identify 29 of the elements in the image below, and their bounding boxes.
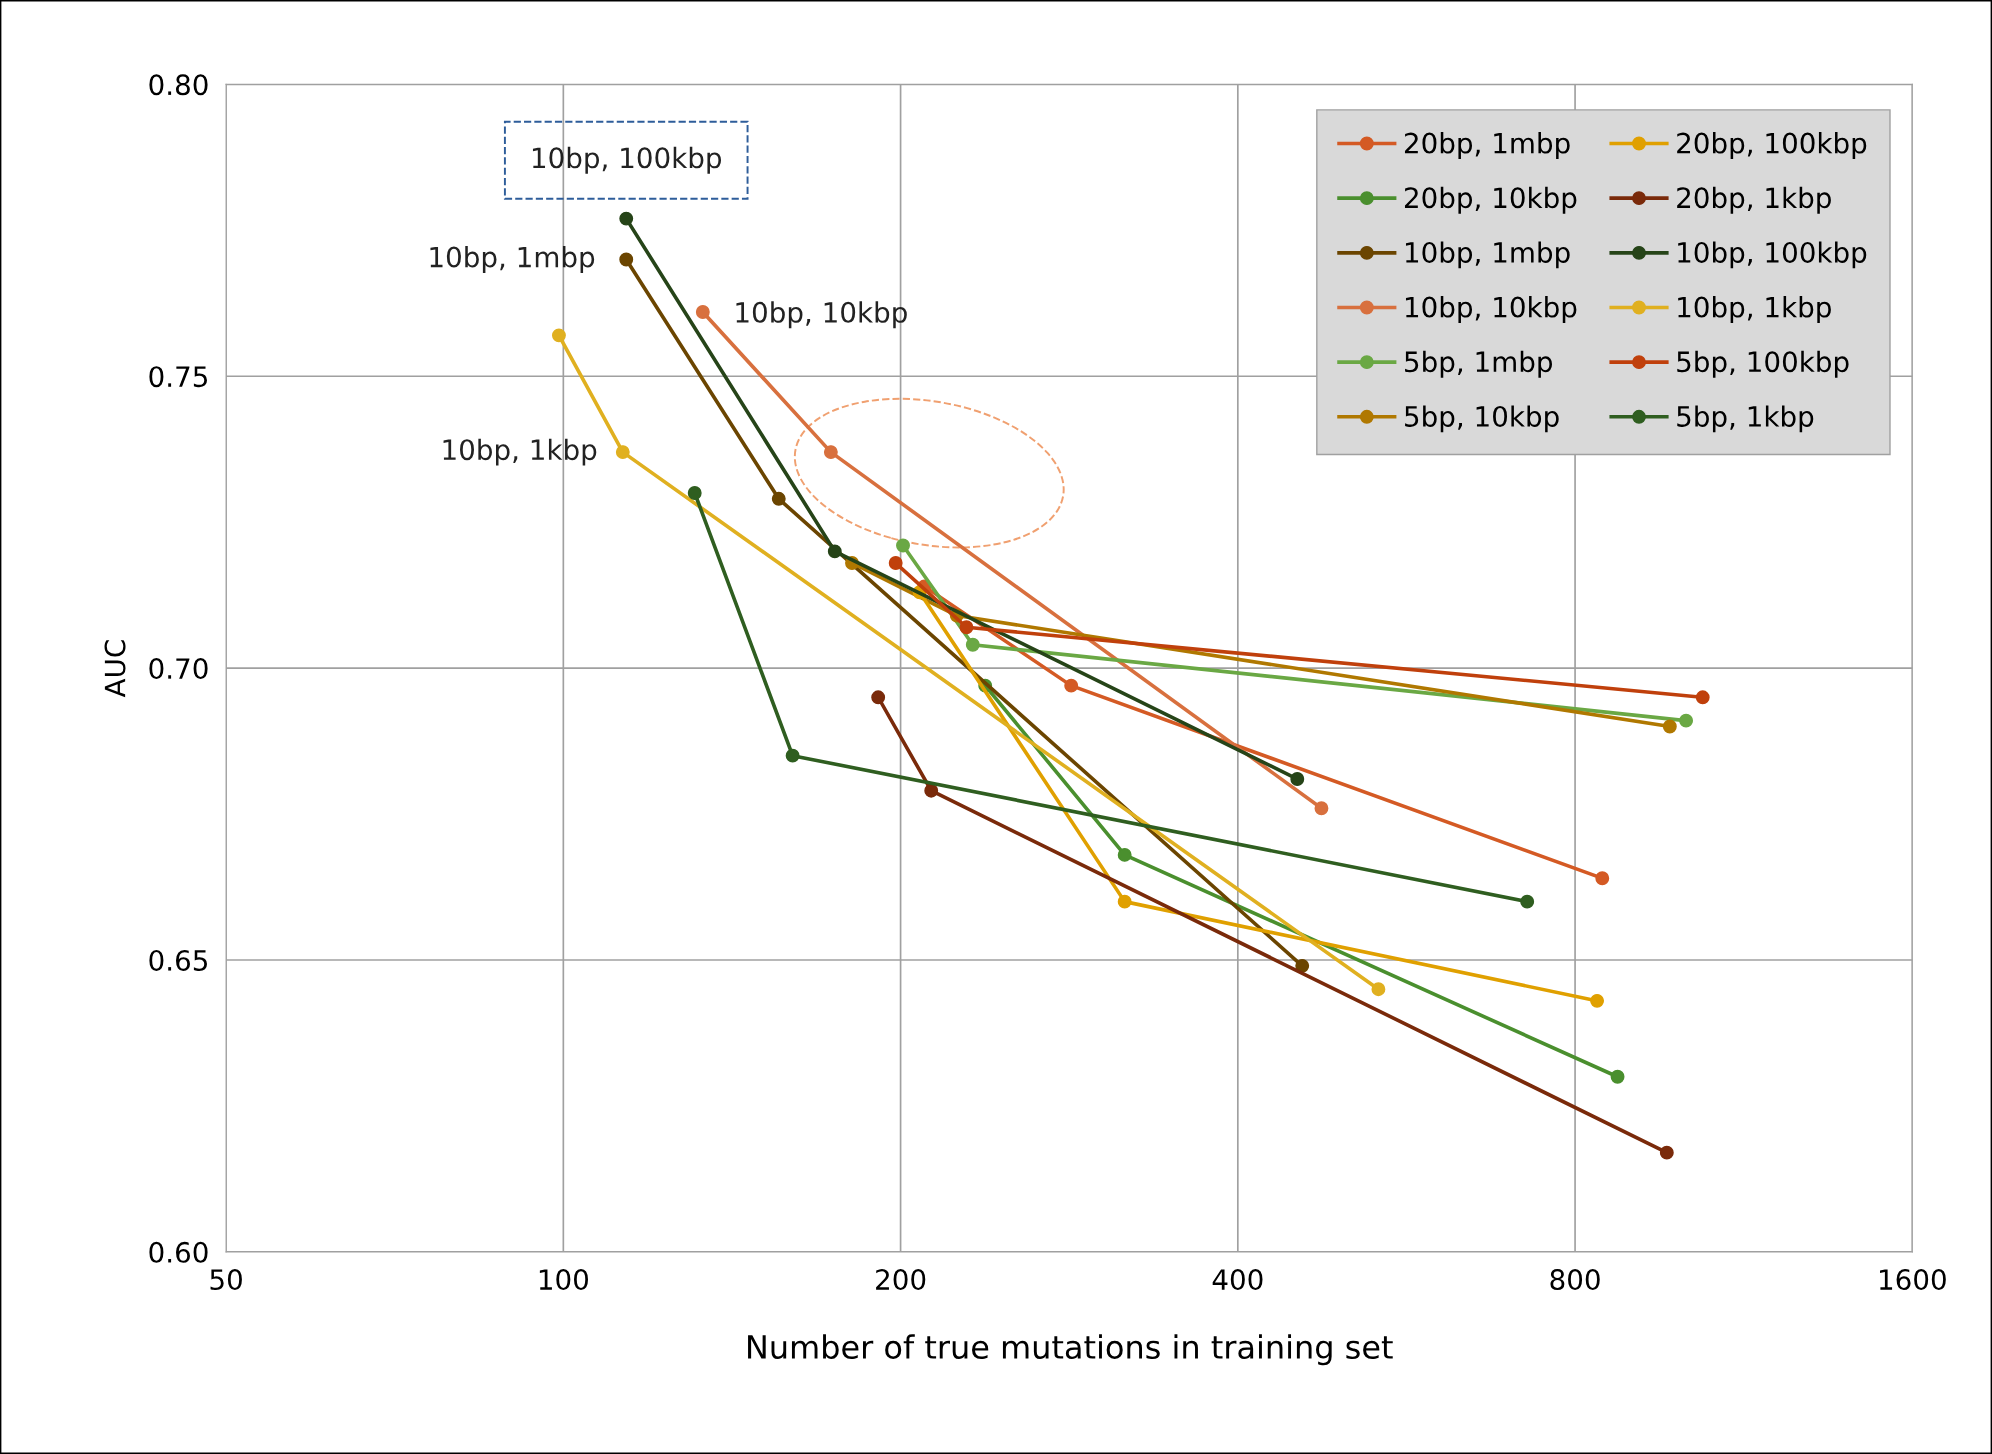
x-tick-label: 50 — [210, 1269, 242, 1291]
x-tick-label: 1600 — [1880, 1269, 1946, 1291]
legend-label: 20bp, 1kbp — [1677, 186, 1831, 214]
legend-label: 5bp, 100kbp — [1677, 350, 1849, 378]
legend-label: 10bp, 100kbp — [1678, 241, 1867, 269]
x-tick-label: 400 — [1212, 1269, 1263, 1291]
annotation: 10bp, 100kbp — [532, 146, 722, 174]
legend-label: 20bp, 10kbp — [1404, 186, 1577, 214]
y-tick-label: 0.70 — [149, 658, 208, 680]
legend-label: 5bp, 10kbp — [1405, 405, 1559, 433]
x-axis-title: Number of true mutations in training set — [748, 1334, 1393, 1366]
legend-label: 5bp, 1mbp — [1405, 350, 1553, 378]
x-tick-label: 800 — [1550, 1269, 1600, 1291]
x-tick-label: 100 — [539, 1269, 588, 1291]
annotation: 10bp, 1mbp — [430, 246, 595, 273]
y-tick-label: 0.60 — [149, 1241, 208, 1263]
legend-label: 20bp, 1mbp — [1404, 132, 1570, 159]
x-tick-label: 200 — [876, 1269, 926, 1291]
legend-label: 20bp, 100kbp — [1677, 132, 1867, 159]
legend-label: 10bp, 1mbp — [1405, 241, 1570, 269]
y-tick-label: 0.80 — [149, 74, 208, 96]
annotation: 10bp, 1kbp — [443, 438, 597, 466]
annotation: 10bp, 10kbp — [736, 301, 907, 329]
legend-label: 10bp, 10kbp — [1405, 296, 1577, 323]
y-tick-label: 0.75 — [149, 366, 207, 388]
y-tick-label: 0.65 — [149, 949, 207, 971]
legend-label: 10bp, 1kbp — [1678, 296, 1831, 323]
y-axis-title: AUC — [104, 640, 126, 698]
legend-label: 5bp, 1kbp — [1677, 405, 1814, 433]
